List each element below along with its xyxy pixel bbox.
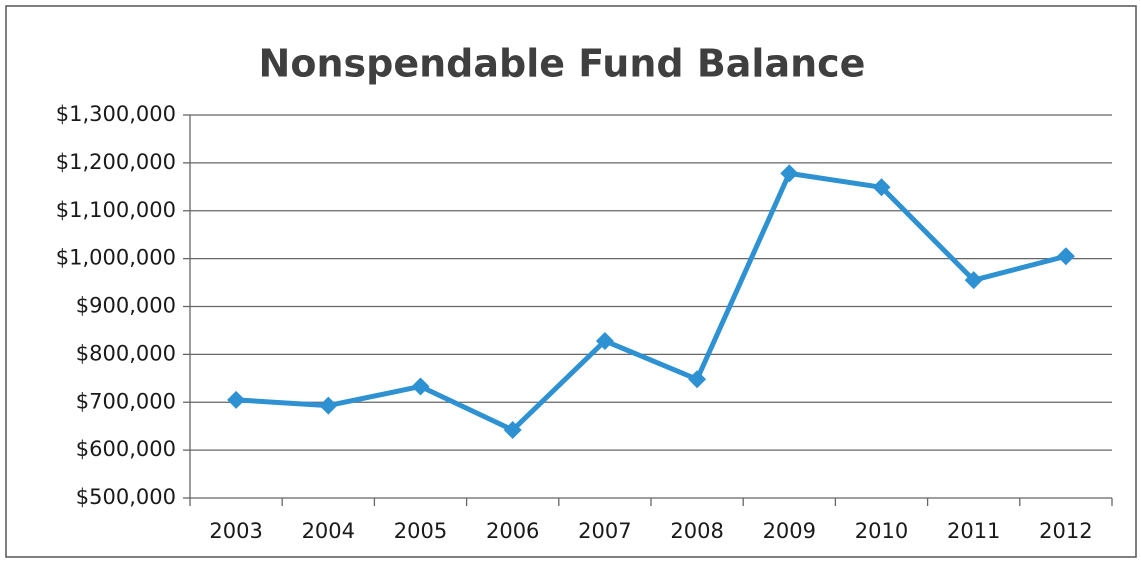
marker (964, 271, 983, 290)
y-tick-label: $1,000,000 (56, 246, 176, 270)
marker (503, 421, 522, 440)
x-tick-label: 2011 (947, 519, 1000, 543)
y-tick-label: $1,300,000 (56, 102, 176, 126)
y-tick-label: $600,000 (76, 437, 176, 461)
x-tick-label: 2010 (855, 519, 908, 543)
series-line (235, 170, 1067, 433)
y-tick-label: $500,000 (76, 485, 176, 509)
marker (1056, 247, 1075, 266)
y-tick-label: $1,100,000 (56, 198, 176, 222)
x-tick-label: 2004 (302, 519, 355, 543)
marker (595, 331, 614, 350)
y-tick-label: $900,000 (76, 294, 176, 318)
y-tick-label: $700,000 (76, 389, 176, 413)
x-tick-label: 2009 (763, 519, 816, 543)
x-tick-label: 2007 (578, 519, 631, 543)
chart-title: Nonspendable Fund Balance (259, 42, 866, 86)
x-tick-label: 2012 (1039, 519, 1092, 543)
x-tick-label: 2003 (209, 519, 262, 543)
marker (780, 164, 799, 183)
x-tick-label: 2006 (486, 519, 539, 543)
marker (688, 370, 707, 389)
marker (872, 178, 891, 197)
marker (411, 377, 430, 396)
chart-border (5, 5, 1137, 558)
marker (227, 390, 246, 409)
y-tick-label: $1,200,000 (56, 150, 176, 174)
x-tick-label: 2008 (670, 519, 723, 543)
x-tick-label: 2005 (394, 519, 447, 543)
marker (319, 396, 338, 415)
y-tick-label: $800,000 (76, 341, 176, 365)
